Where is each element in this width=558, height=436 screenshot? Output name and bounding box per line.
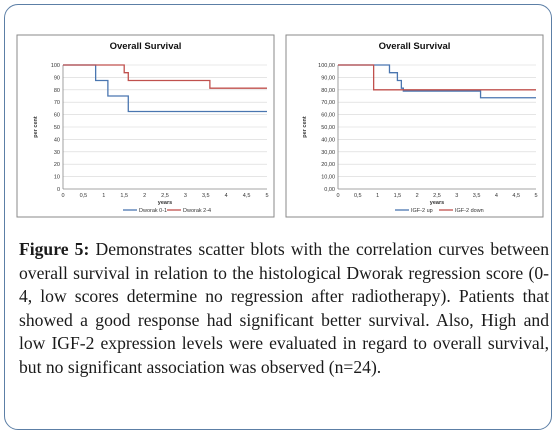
legend-label: Dworak 0-1 xyxy=(139,208,167,214)
y-tick-label: 30,00 xyxy=(321,150,335,156)
chart-area: Overall Survival 0 10 20 30 40 50 60 70 80 90 100 0 0… xyxy=(15,33,545,223)
y-tick-label: 20 xyxy=(54,162,60,168)
x-tick-label: 0 xyxy=(336,193,339,199)
x-tick-label: 1 xyxy=(376,193,379,199)
figure-label: Figure 5: xyxy=(19,239,90,259)
legend-label: IGF-2 up xyxy=(411,208,433,214)
y-axis-title: per cent xyxy=(302,116,308,138)
y-tick-label: 80 xyxy=(54,88,60,94)
x-tick-label: 0,5 xyxy=(80,193,88,199)
chart-panel-1: Overall Survival 0 10 20 30 40 50 60 70 80 90 100 0 0… xyxy=(16,34,275,218)
y-tick-label: 60 xyxy=(54,113,60,119)
y-tick-label: 90,00 xyxy=(321,75,335,81)
x-tick-label: 0,5 xyxy=(354,193,362,199)
y-axis-title: per cent xyxy=(33,116,39,138)
y-tick-label: 60,00 xyxy=(321,113,335,119)
y-tick-label: 20,00 xyxy=(321,162,335,168)
y-tick-label: 90 xyxy=(54,75,60,81)
series-line-1 xyxy=(63,64,267,113)
x-tick-label: 3 xyxy=(455,193,458,199)
y-tick-label: 70 xyxy=(54,100,60,106)
x-tick-label: 2 xyxy=(416,193,419,199)
figure-frame: Overall Survival 0 10 20 30 40 50 60 70 80 90 100 0 0… xyxy=(4,4,552,430)
y-tick-label: 10,00 xyxy=(321,175,335,181)
x-tick-label: 3 xyxy=(184,193,187,199)
x-axis-title: years xyxy=(158,200,172,206)
x-tick-label: 4 xyxy=(225,193,228,199)
x-tick-label: 3,5 xyxy=(473,193,481,199)
x-tick-label: 0 xyxy=(61,193,64,199)
y-tick-label: 70,00 xyxy=(321,100,335,106)
y-tick-label: 10 xyxy=(54,175,60,181)
x-tick-label: 2,5 xyxy=(161,193,169,199)
chart-title: Overall Survival xyxy=(379,41,451,52)
caption-text: Demonstrates scatter blots with the corr… xyxy=(19,239,549,377)
legend-label: IGF-2 down xyxy=(455,208,484,214)
chart-title: Overall Survival xyxy=(110,41,182,52)
y-tick-label: 30 xyxy=(54,150,60,156)
x-tick-label: 4,5 xyxy=(243,193,251,199)
x-tick-label: 1,5 xyxy=(394,193,402,199)
y-tick-label: 50 xyxy=(54,125,60,131)
legend-label: Dworak 2-4 xyxy=(183,208,211,214)
x-tick-label: 3,5 xyxy=(202,193,210,199)
y-tick-label: 50,00 xyxy=(321,125,335,131)
y-tick-label: 0 xyxy=(57,187,60,193)
x-tick-label: 2 xyxy=(143,193,146,199)
y-tick-label: 100,00 xyxy=(318,63,335,69)
chart-border xyxy=(285,34,544,218)
chart-panel-2: Overall Survival 0,00 10,00 20,00 30,00 40,00… xyxy=(285,34,544,218)
x-tick-label: 4,5 xyxy=(512,193,520,199)
series-line-2 xyxy=(63,64,267,89)
x-tick-label: 1 xyxy=(102,193,105,199)
x-tick-label: 5 xyxy=(534,193,537,199)
figure-caption: Figure 5: Demonstrates scatter blots wit… xyxy=(19,238,549,380)
x-tick-label: 2,5 xyxy=(433,193,441,199)
chart-border xyxy=(16,34,275,218)
y-tick-label: 100 xyxy=(51,63,60,69)
x-axis-title: years xyxy=(430,200,444,206)
y-tick-label: 0,00 xyxy=(324,187,335,193)
y-tick-label: 40,00 xyxy=(321,137,335,143)
series-line-1 xyxy=(338,64,536,99)
x-tick-label: 4 xyxy=(495,193,498,199)
x-tick-label: 1,5 xyxy=(120,193,128,199)
series-line-2 xyxy=(338,64,536,91)
y-tick-label: 80,00 xyxy=(321,88,335,94)
y-tick-label: 40 xyxy=(54,137,60,143)
x-tick-label: 5 xyxy=(265,193,268,199)
